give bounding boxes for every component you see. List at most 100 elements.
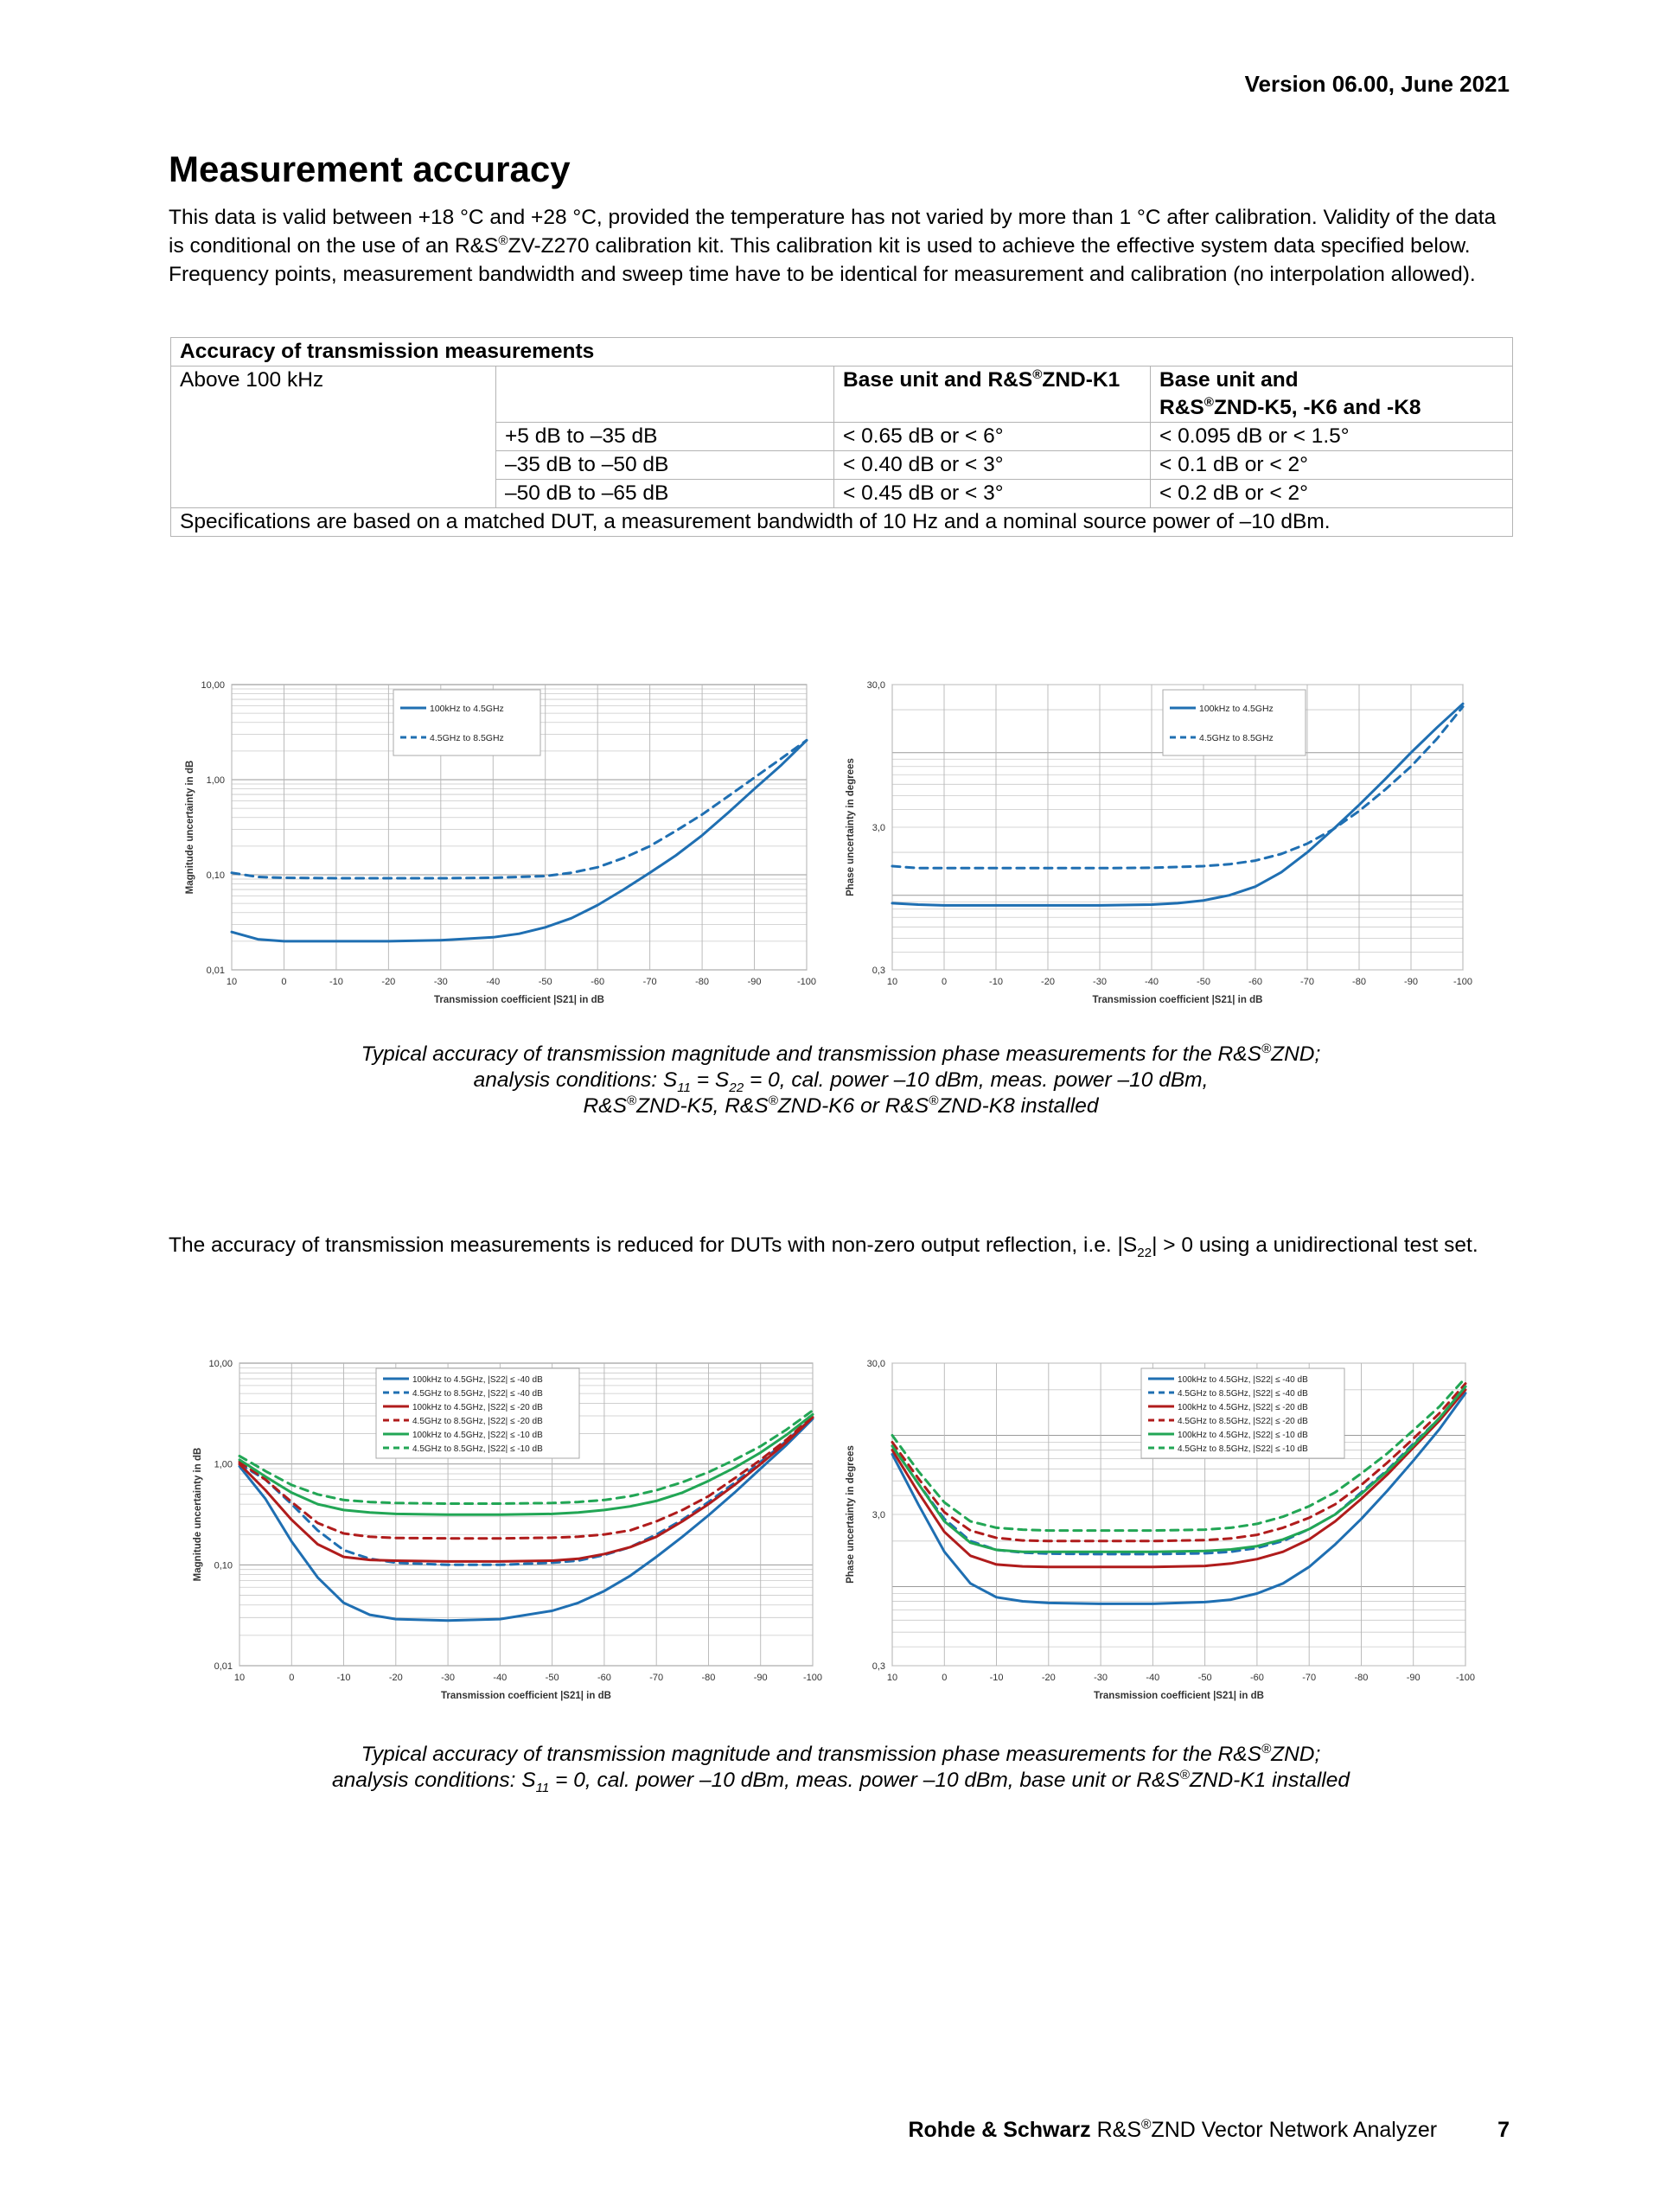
series-line-5: [891, 1385, 1467, 1553]
phase-chart-2: 30,0 3,0 0,3 10 0 -10 -20 -30 -40 -50 -60 -70 -80 -90…: [834, 1355, 1478, 1709]
series-line-2: [891, 705, 1465, 870]
x-tick-label: -50: [1197, 977, 1210, 987]
series-line-2: [230, 738, 808, 880]
y-tick-label: 0,3: [872, 966, 885, 976]
series-line-1: [891, 1392, 1467, 1605]
x-tick-label: -90: [1404, 977, 1418, 987]
x-tick-label: -90: [1407, 1673, 1421, 1683]
version-label: Version 06.00, June 2021: [1244, 71, 1510, 97]
legend-label: 100kHz to 4.5GHz, |S22| ≤ -20 dB: [1178, 1403, 1308, 1412]
y-tick-label: 30,0: [867, 680, 885, 691]
x-tick-label: -40: [486, 977, 500, 987]
series-line-6: [238, 1409, 814, 1505]
legend-box: [1140, 1367, 1345, 1459]
k1-cell: < 0.45 dB or < 3°: [833, 479, 1151, 508]
x-tick-label: 10: [234, 1673, 245, 1683]
series-line-4: [238, 1414, 814, 1540]
y-axis-label: Magnitude uncertainty in dB: [193, 1448, 203, 1582]
empty-header-cell: [495, 366, 834, 423]
y-tick-label: 0,01: [207, 966, 225, 976]
k5-cell: < 0.2 dB or < 2°: [1150, 479, 1513, 508]
x-tick-label: -50: [539, 977, 552, 987]
legend-label: 4.5GHz to 8.5GHz, |S22| ≤ -40 dB: [1178, 1389, 1308, 1399]
magnitude-chart-2: 10,00 1,00 0,10 0,01 10 0 -10 -20 -30 -40 -50 -60 -7…: [182, 1355, 826, 1709]
series-line-1: [230, 738, 808, 943]
y-tick-label: 10,00: [201, 680, 225, 691]
legend-label: 100kHz to 4.5GHz, |S22| ≤ -40 dB: [1178, 1375, 1308, 1385]
x-tick-label: -100: [1453, 977, 1472, 987]
legend-label: 100kHz to 4.5GHz, |S22| ≤ -40 dB: [412, 1375, 543, 1385]
x-tick-label: 0: [289, 1673, 294, 1683]
x-tick-label: -100: [1456, 1673, 1475, 1683]
table-footnote: Specifications are based on a matched DU…: [170, 507, 1513, 537]
legend-label: 4.5GHz to 8.5GHz, |S22| ≤ -20 dB: [1178, 1417, 1308, 1426]
y-tick-label: 10,00: [208, 1359, 233, 1369]
range-cell: –50 dB to –65 dB: [495, 479, 834, 508]
x-tick-label: -30: [441, 1673, 455, 1683]
x-tick-label: -100: [797, 977, 816, 987]
legend-label: 100kHz to 4.5GHz, |S22| ≤ -10 dB: [1178, 1431, 1308, 1440]
legend-label: 100kHz to 4.5GHz: [430, 704, 504, 714]
x-tick-label: -10: [329, 977, 343, 987]
x-tick-label: -30: [434, 977, 448, 987]
x-tick-label: -20: [389, 1673, 403, 1683]
x-tick-label: 10: [887, 1673, 897, 1683]
x-tick-label: 10: [887, 977, 897, 987]
x-tick-label: -80: [1355, 1673, 1369, 1683]
x-tick-label: 0: [281, 977, 286, 987]
y-tick-label: 0,01: [214, 1661, 233, 1672]
k1-cell: < 0.40 dB or < 3°: [833, 450, 1151, 480]
k5-cell: < 0.095 dB or < 1.5°: [1150, 422, 1513, 451]
x-tick-label: 0: [942, 1673, 947, 1683]
y-axis-label: Phase uncertainty in degrees: [846, 758, 856, 896]
x-tick-label: -60: [597, 1673, 611, 1683]
x-tick-label: -50: [1198, 1673, 1212, 1683]
phase-chart-2-svg: 30,0 3,0 0,310 0 -10 -20 -30 -40 -50 -60 -70 -80 -90…: [846, 1359, 1475, 1701]
phase-chart-1-svg: 30,0 3,0 0,310 0 -10 -20 -30 -40 -50 -60 -70 -80 -90…: [846, 680, 1472, 1005]
x-axis-label: Transmission coefficient |S21| in dB: [1093, 995, 1263, 1005]
col-header-k5: Base unit and R&S®ZND-K5, -K6 and -K8: [1150, 366, 1513, 423]
x-tick-label: -10: [989, 977, 1003, 987]
range-cell: –35 dB to –50 dB: [495, 450, 834, 480]
x-tick-label: -90: [748, 977, 762, 987]
range-cell: +5 dB to –35 dB: [495, 422, 834, 451]
legend-label: 4.5GHz to 8.5GHz: [430, 733, 504, 743]
y-axis-label: Phase uncertainty in degrees: [846, 1445, 856, 1584]
x-tick-label: 10: [227, 977, 237, 987]
intro-paragraph: This data is valid between +18 °C and +2…: [169, 206, 1497, 286]
legend-label: 4.5GHz to 8.5GHz, |S22| ≤ -10 dB: [1178, 1444, 1308, 1454]
y-tick-label: 30,0: [867, 1359, 885, 1369]
legend-label: 4.5GHz to 8.5GHz, |S22| ≤ -20 dB: [412, 1417, 543, 1426]
legend-label: 4.5GHz to 8.5GHz: [1199, 733, 1274, 743]
x-tick-label: -70: [643, 977, 657, 987]
row-label: Above 100 kHz: [170, 366, 496, 508]
legend-label: 100kHz to 4.5GHz: [1199, 704, 1274, 714]
figure-caption-1: Typical accuracy of transmission magnitu…: [361, 1041, 1321, 1118]
x-tick-label: -70: [649, 1673, 663, 1683]
phase-chart-1: 30,0 3,0 0,3 10 0 -10 -20 -30 -40 -50 -60 -70 -80 -90…: [834, 674, 1478, 1016]
x-tick-label: -40: [493, 1673, 507, 1683]
table-heading: Accuracy of transmission measurements: [170, 337, 1513, 367]
x-tick-label: -20: [381, 977, 395, 987]
x-axis-label: Transmission coefficient |S21| in dB: [1094, 1691, 1264, 1701]
x-tick-label: 0: [942, 977, 947, 987]
x-tick-label: -30: [1094, 1673, 1108, 1683]
section-title: Measurement accuracy: [169, 149, 571, 189]
x-tick-label: -60: [1250, 1673, 1264, 1683]
x-axis-label: Transmission coefficient |S21| in dB: [434, 995, 604, 1005]
x-tick-label: -80: [702, 1673, 716, 1683]
series-line-3: [238, 1416, 814, 1563]
x-axis-label: Transmission coefficient |S21| in dB: [441, 1691, 611, 1701]
x-tick-label: -30: [1093, 977, 1107, 987]
reflection-paragraph: The accuracy of transmission measurement…: [169, 1233, 1478, 1260]
series-line-1: [238, 1418, 814, 1622]
y-tick-label: 3,0: [872, 823, 885, 833]
col-header-k1: Base unit and R&S®ZND-K1: [833, 366, 1151, 423]
figure-caption-2: Typical accuracy of transmission magnitu…: [331, 1741, 1350, 1795]
x-tick-label: -10: [337, 1673, 351, 1683]
x-tick-label: -70: [1302, 1673, 1316, 1683]
x-tick-label: -10: [990, 1673, 1004, 1683]
y-tick-label: 0,10: [207, 870, 225, 881]
y-tick-label: 1,00: [207, 775, 225, 786]
